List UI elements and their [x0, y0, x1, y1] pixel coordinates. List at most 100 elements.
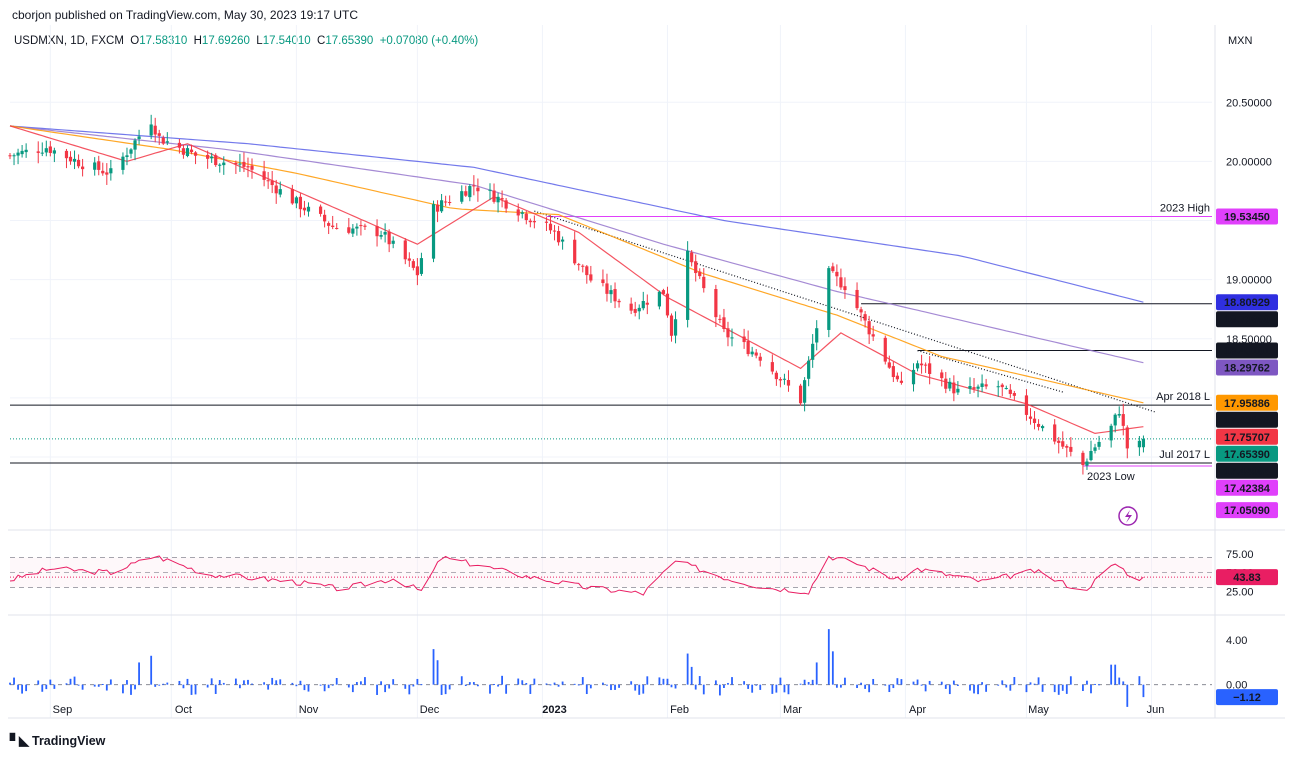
hist-bar	[271, 677, 274, 685]
candle	[64, 150, 69, 159]
hist-bar	[840, 684, 842, 688]
lightning-icon[interactable]	[1118, 506, 1138, 526]
candle	[391, 240, 395, 244]
candle	[883, 337, 887, 362]
hist-bar	[747, 684, 750, 689]
rsi-band-fill	[10, 557, 1212, 588]
price-tag: 17.65390	[1216, 445, 1278, 462]
price-tag: 18.40101	[1216, 342, 1278, 359]
candle	[403, 240, 407, 260]
hist-bar	[138, 662, 140, 685]
hist-bar	[525, 683, 528, 685]
candle	[726, 328, 730, 338]
candle	[181, 148, 186, 155]
candle	[573, 239, 577, 264]
hist-tag-bg	[1216, 689, 1278, 706]
moving-averages	[9, 125, 1144, 435]
hist-bar	[448, 684, 451, 690]
hist-bar	[977, 684, 979, 695]
candle	[956, 388, 960, 393]
time-tick: Jun	[1147, 704, 1165, 716]
candle	[544, 221, 549, 223]
time-tick: May	[1028, 704, 1049, 716]
candle	[234, 162, 238, 165]
hist-bar	[49, 679, 52, 685]
candle	[887, 362, 891, 368]
hist-bar	[973, 684, 975, 694]
price-tag-bg	[1216, 342, 1278, 359]
candle	[36, 151, 40, 153]
candle	[1028, 416, 1033, 419]
trendline	[534, 210, 1156, 413]
hist-bar	[896, 678, 899, 685]
candle	[415, 266, 419, 276]
candle	[1141, 438, 1146, 448]
candle	[72, 158, 77, 162]
candle	[488, 189, 492, 191]
candle	[323, 214, 327, 222]
hist-bar	[464, 684, 467, 686]
hist-bar	[630, 681, 633, 685]
hist-bar	[602, 682, 604, 685]
close-label: C	[317, 35, 326, 47]
hist-bar	[1082, 684, 1084, 691]
hist-bar	[105, 684, 108, 691]
hist-bar	[37, 680, 40, 685]
hist-bar	[178, 680, 181, 685]
candle	[839, 277, 843, 288]
hist-bar	[291, 682, 294, 685]
hist-bar	[489, 684, 491, 694]
candle	[161, 137, 165, 144]
candle	[798, 385, 803, 404]
hist-bar	[662, 678, 665, 685]
hist-bar	[21, 684, 24, 694]
hist-bar	[194, 684, 197, 695]
hist-bar	[956, 684, 959, 686]
candle	[924, 364, 928, 366]
candle	[1057, 440, 1061, 443]
hist-bar	[775, 684, 778, 693]
candle	[407, 258, 411, 261]
hist-bar	[275, 680, 278, 685]
candle	[500, 198, 504, 200]
symbol-label[interactable]: USDMXN, 1D, FXCM	[14, 35, 124, 47]
hist-bar	[25, 684, 28, 692]
candle	[867, 321, 871, 335]
hist-bar	[380, 681, 382, 685]
hist-bar	[416, 678, 419, 685]
candle	[919, 363, 924, 366]
hist-bar	[267, 684, 270, 690]
hist-bar	[109, 679, 112, 685]
candle	[1137, 440, 1141, 448]
candle	[331, 225, 335, 227]
hist-bar	[1090, 684, 1092, 694]
close-value: 17.65390	[325, 35, 374, 47]
hist-bar	[158, 684, 161, 686]
price-tag-bg	[1216, 502, 1278, 519]
hist-bar	[420, 684, 423, 686]
candle	[210, 156, 214, 159]
hist-bar	[827, 629, 830, 685]
candle	[262, 171, 266, 180]
hist-bar	[493, 683, 495, 685]
candle	[492, 190, 496, 202]
candle	[601, 279, 605, 284]
candle	[1024, 395, 1029, 415]
candle	[109, 168, 113, 174]
hist-tag-text: −1.12	[1233, 692, 1261, 704]
candle	[1032, 418, 1037, 424]
candle	[40, 152, 44, 154]
candle	[1121, 414, 1125, 426]
hist-bar	[404, 684, 407, 689]
candle	[327, 223, 331, 226]
candle	[952, 382, 956, 394]
hist-bar	[218, 680, 221, 685]
price-tag-text: 17.44984	[1224, 466, 1271, 478]
change-value: +0.07080 (+0.40%)	[379, 35, 479, 47]
hist-bar	[468, 682, 471, 685]
level-label: Jul 2017 L	[1159, 449, 1210, 461]
candle	[827, 268, 831, 330]
hist-bar	[803, 679, 806, 685]
candle	[782, 378, 787, 380]
